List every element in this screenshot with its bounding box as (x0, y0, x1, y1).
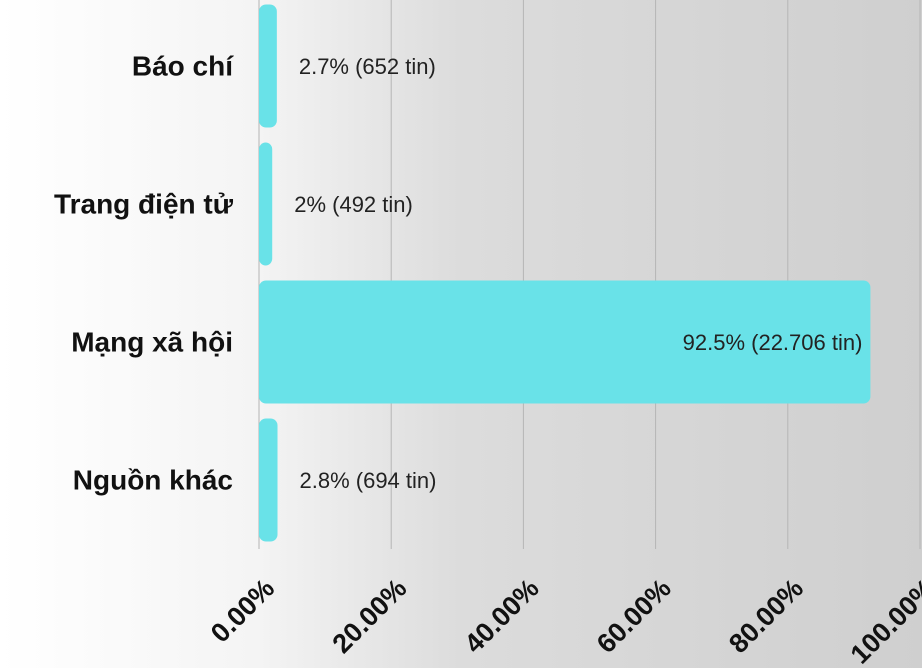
value-label: 2.7% (652 tin) (299, 54, 436, 79)
bar (259, 418, 278, 542)
bar (259, 142, 273, 266)
value-label: 2% (492 tin) (294, 192, 413, 217)
value-label: 92.5% (22.706 tin) (683, 330, 863, 355)
category-label: Trang điện tử (54, 188, 234, 219)
value-label: 2.8% (694 tin) (300, 468, 437, 493)
category-label: Mạng xã hội (71, 326, 233, 357)
bar (259, 4, 277, 128)
category-label: Báo chí (132, 50, 234, 81)
category-label: Nguồn khác (73, 464, 233, 495)
bar (259, 280, 871, 404)
